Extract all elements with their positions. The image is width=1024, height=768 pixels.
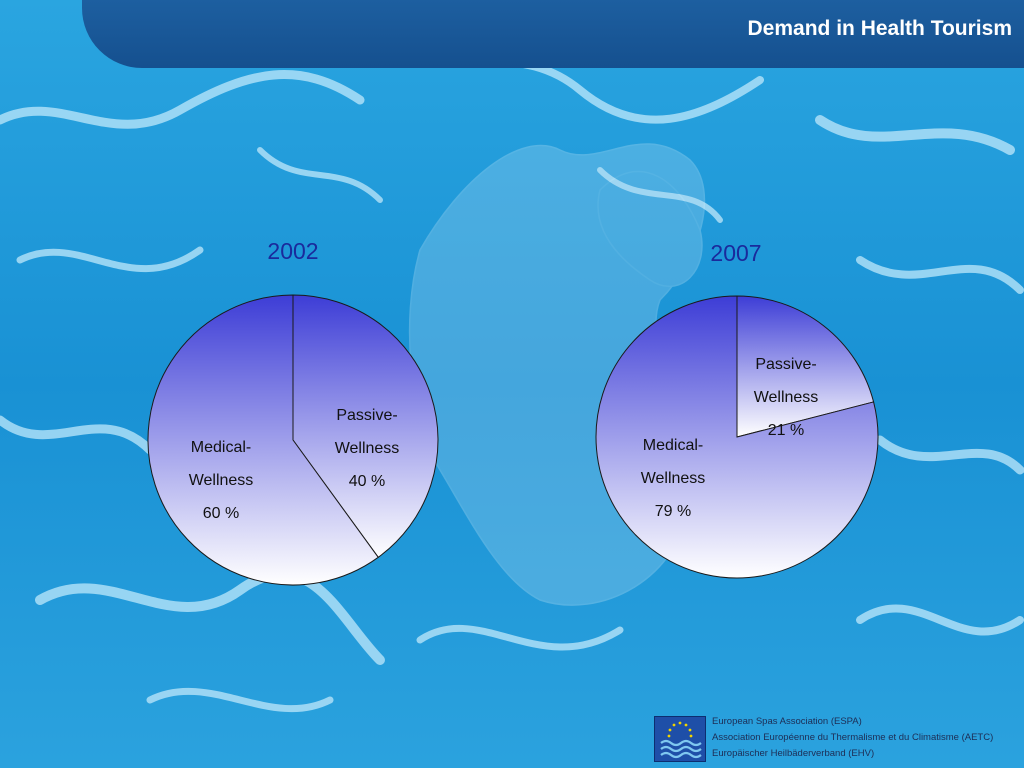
footer-line-espa: European Spas Association (ESPA) [712,716,862,727]
pie-slice-medical-wellness [595,295,879,579]
chart-title-2002: 2002 [267,238,319,264]
pie-slice-passive-wellness [736,295,875,438]
pie-value-label-passive-wellness: 40 % [349,473,385,490]
pie-label-passive-wellness: Passive- [755,356,816,373]
pie-label-medical-wellness: Wellness [189,472,254,489]
footer-line-aetc: Association Européenne du Thermalisme et… [712,732,994,743]
pie-slice-passive-wellness [292,294,439,559]
pie-value-label-medical-wellness: 79 % [655,503,691,520]
page-title: Demand in Health Tourism [747,17,1012,40]
pie-label-passive-wellness: Wellness [754,389,819,406]
pie-value-label-medical-wellness: 60 % [203,505,239,522]
pie-value-label-passive-wellness: 21 % [768,422,804,439]
pie-label-passive-wellness: Passive- [336,407,397,424]
chart-title-2007: 2007 [710,240,762,266]
pie-label-passive-wellness: Wellness [335,440,400,457]
pie-label-medical-wellness: Medical- [191,439,251,456]
pie-label-medical-wellness: Wellness [641,470,706,487]
pie-label-medical-wellness: Medical- [643,437,703,454]
pie-slice-medical-wellness [147,294,379,586]
eu-stars-waves-logo-icon [654,716,706,762]
footer-line-ehv: Europäischer Heilbäderverband (EHV) [712,748,875,759]
footer-organization: European Spas Association (ESPA) Associa… [654,712,1020,764]
header-band: Demand in Health Tourism [82,0,1024,68]
